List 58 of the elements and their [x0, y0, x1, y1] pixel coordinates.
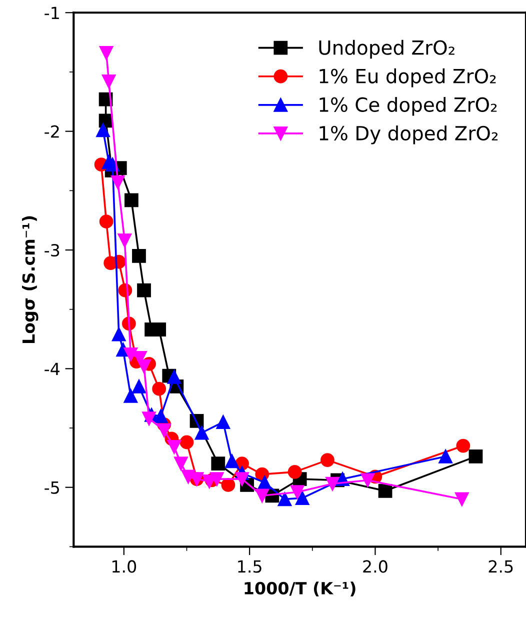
legend-label: 1% Ce doped ZrO₂: [320, 96, 497, 116]
point: [258, 476, 272, 490]
point: [180, 435, 194, 450]
point: [167, 440, 182, 454]
point: [152, 382, 166, 396]
x-tick-label: 1.0: [112, 560, 136, 573]
y-tick-label: -3: [44, 244, 60, 257]
point: [360, 473, 375, 488]
point: [326, 476, 340, 491]
y-tick-label: -2: [44, 125, 59, 138]
point: [438, 450, 453, 464]
point: [288, 464, 302, 479]
y-tick-label: -4: [44, 362, 60, 375]
point: [96, 123, 110, 138]
point: [132, 248, 146, 263]
point: [211, 456, 226, 471]
point: [124, 193, 138, 208]
point: [225, 454, 239, 468]
point: [255, 488, 270, 503]
point: [167, 370, 182, 384]
point: [221, 478, 236, 492]
legend-label: 1% Eu doped ZrO₂: [320, 68, 496, 88]
point: [137, 359, 151, 374]
point: [137, 283, 151, 298]
point: [210, 472, 224, 486]
point: [194, 426, 209, 440]
point: [102, 74, 116, 88]
point: [235, 472, 249, 486]
point: [124, 347, 138, 362]
y-axis-title: Logσ (S.cm⁻¹): [22, 216, 38, 343]
point: [290, 485, 304, 500]
x-tick-label: 2.0: [363, 560, 388, 573]
point: [216, 415, 230, 430]
point: [295, 491, 310, 505]
x-axis-title: 1000/T (K⁻¹): [244, 582, 356, 596]
legend-label: 1% Dy doped ZrO₂: [320, 125, 498, 144]
point: [174, 456, 188, 471]
point: [468, 450, 483, 464]
point: [320, 453, 334, 467]
point: [456, 438, 470, 453]
point: [118, 234, 132, 248]
point: [154, 409, 168, 424]
point: [454, 492, 469, 506]
x-tick-label: 1.5: [238, 560, 262, 573]
legend-label: Undoped ZrO₂: [319, 40, 454, 59]
point: [132, 380, 146, 394]
point: [157, 423, 172, 438]
y-tick-label: -5: [44, 482, 59, 494]
point: [278, 492, 292, 506]
point: [112, 327, 126, 342]
point: [110, 175, 125, 190]
x-tick-label: 2.5: [488, 560, 513, 573]
point: [378, 484, 392, 498]
y-tick-label: -1: [44, 6, 59, 19]
point: [99, 46, 114, 60]
point: [142, 412, 156, 426]
point: [99, 214, 114, 228]
point: [124, 389, 138, 403]
